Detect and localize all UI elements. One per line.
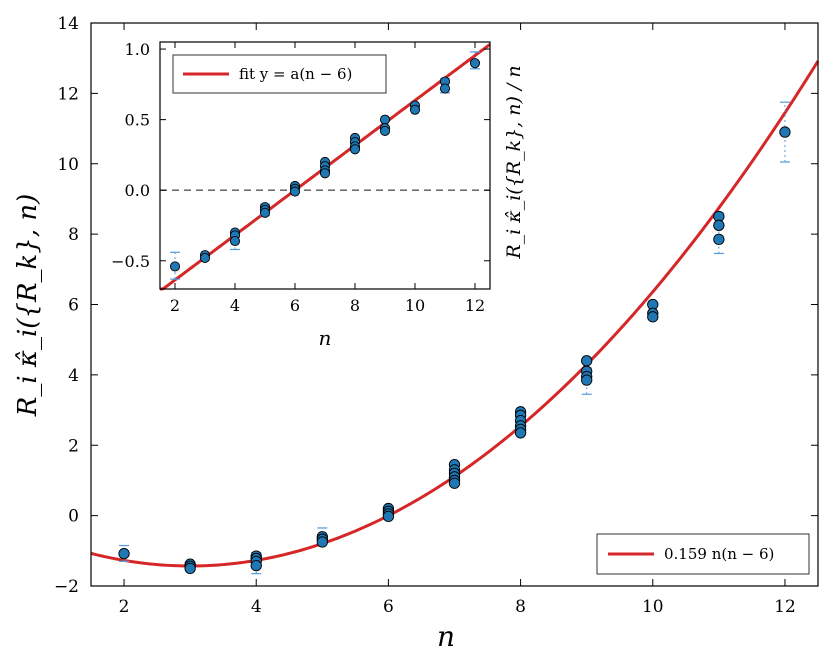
inset-legend-label: fit y = a(n − 6)	[239, 65, 352, 83]
main-data-point	[713, 233, 725, 246]
main-data-point	[184, 562, 196, 575]
main-x-axis-label: n	[437, 620, 455, 653]
main-y-tick-label: 0	[68, 507, 79, 527]
inset-data-point	[409, 104, 421, 115]
main-data-point	[448, 477, 461, 489]
inset-data-point	[349, 144, 361, 155]
main-data-point	[779, 126, 791, 138]
main-data-point	[581, 355, 593, 367]
main-data-point	[647, 311, 659, 323]
inset-data-point	[169, 261, 181, 272]
main-data-point	[316, 536, 328, 548]
main-legend-label: 0.159 n(n − 6)	[664, 545, 774, 563]
main-y-tick-label: −2	[54, 577, 79, 597]
main-y-tick-label: 14	[57, 14, 79, 34]
main-data-point	[118, 547, 130, 560]
inset-data-point	[229, 235, 241, 247]
main-y-tick-label: 10	[57, 155, 79, 175]
main-x-tick-label: 2	[119, 597, 130, 617]
main-data-point	[250, 559, 262, 572]
inset-x-tick-label: 2	[170, 296, 180, 315]
inset-plot-frame	[159, 41, 491, 290]
inset-x-tick-label: 8	[350, 296, 360, 315]
main-y-tick-label: 12	[57, 84, 79, 104]
inset-data-point	[289, 186, 301, 197]
inset-x-tick-label: 4	[230, 296, 240, 315]
inset-legend: fit y = a(n − 6)	[172, 54, 387, 94]
main-plot-frame	[90, 22, 819, 587]
inset-data-point	[199, 252, 211, 263]
inset-data-point	[259, 207, 271, 218]
main-legend: 0.159 n(n − 6)	[596, 533, 810, 575]
inset-plot: 2 4 6 8 10 12 −0.5 0.0 0.5 1.0 fit y = a(n − 6) n…	[111, 40, 525, 350]
main-data-point	[581, 374, 593, 386]
main-y-tick-label: 6	[68, 296, 79, 316]
inset-data-point	[319, 168, 331, 179]
main-data-point	[382, 510, 395, 522]
main-x-tick-label: 10	[642, 597, 664, 617]
inset-y-tick-label: −0.5	[111, 252, 150, 271]
main-y-tick-label: 2	[68, 436, 79, 456]
main-x-tick-label: 8	[515, 597, 526, 617]
inset-x-tick-label: 6	[290, 296, 300, 315]
inset-x-tick-label: 10	[405, 296, 425, 315]
main-x-tick-label: 4	[251, 597, 262, 617]
main-x-tick-label: 12	[774, 597, 796, 617]
inset-y-axis-label: R_i κ̂_i({R_k}, n) / n	[503, 65, 525, 259]
inset-x-tick-label: 12	[465, 296, 485, 315]
inset-data-point	[439, 83, 451, 94]
main-y-tick-label: 8	[68, 225, 79, 245]
inset-y-tick-label: 0.0	[125, 181, 150, 200]
inset-y-tick-label: 0.5	[125, 111, 150, 130]
main-data-point	[713, 219, 725, 231]
main-y-tick-label: 4	[68, 366, 79, 386]
main-x-tick-label: 6	[383, 597, 394, 617]
inset-data-point	[469, 58, 481, 69]
inset-y-tick-label: 1.0	[125, 40, 150, 59]
inset-x-axis-label: n	[319, 326, 332, 350]
main-data-point	[514, 427, 527, 439]
inset-data-point	[379, 125, 391, 136]
main-y-axis-label: R_i κ̂_i({R_k}, n)	[13, 194, 43, 418]
inset-data-point	[379, 114, 391, 125]
